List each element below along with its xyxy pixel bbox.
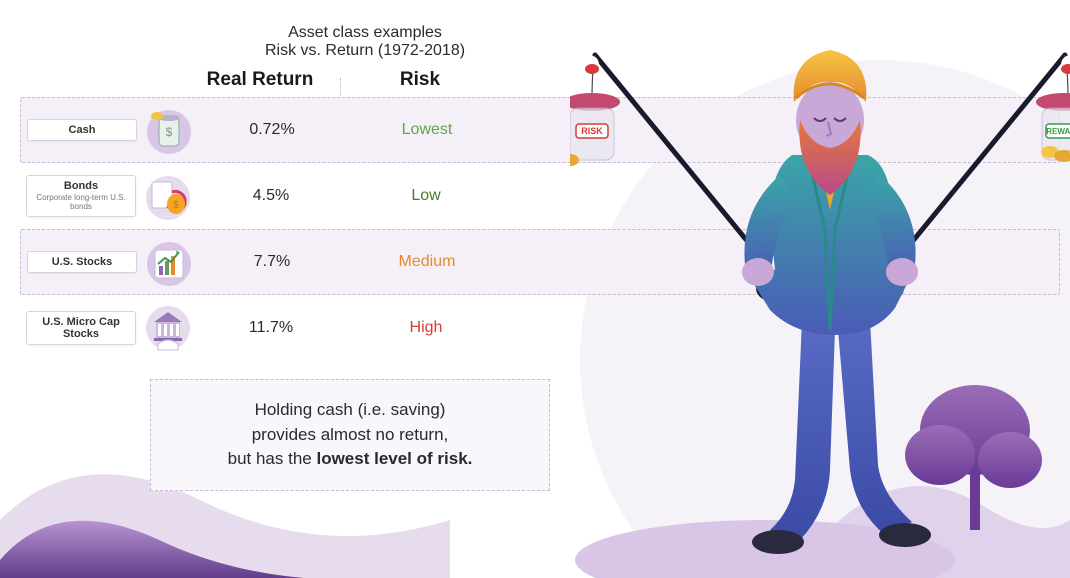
- table-row: Cash $0.72%Lowest: [20, 97, 1060, 163]
- bag-icon: $: [140, 168, 196, 224]
- svg-text:$: $: [173, 200, 179, 211]
- table-row: U.S. Stocks 7.7%Medium: [20, 229, 1060, 295]
- return-value: 4.5%: [196, 187, 346, 205]
- return-value: 11.7%: [196, 319, 346, 337]
- asset-label: U.S. Stocks: [27, 251, 137, 273]
- asset-label: BondsCorporate long-term U.S. bonds: [26, 175, 136, 217]
- col-header-return: Real Return: [180, 70, 340, 91]
- risk-value: High: [346, 319, 506, 337]
- risk-value: Low: [346, 187, 506, 205]
- asset-label: U.S. Micro Cap Stocks: [26, 311, 136, 345]
- asset-label: Cash: [27, 119, 137, 141]
- asset-table: Real Return Risk Cash $0.72%Lowest BondsCo…: [20, 70, 550, 361]
- caption-l3: but has the lowest level of risk.: [175, 447, 525, 472]
- table-row: BondsCorporate long-term U.S. bonds $4.5%…: [20, 163, 550, 229]
- chart-icon: [141, 234, 197, 290]
- caption-l2: provides almost no return,: [175, 423, 525, 448]
- svg-text:$: $: [166, 125, 173, 139]
- col-header-risk: Risk: [340, 70, 500, 91]
- risk-value: Lowest: [347, 121, 507, 139]
- return-value: 0.72%: [197, 121, 347, 139]
- bank-icon: [140, 300, 196, 356]
- caption-box: Holding cash (i.e. saving) provides almo…: [150, 379, 550, 491]
- title-line2: Risk vs. Return (1972-2018): [100, 42, 630, 60]
- table-row: U.S. Micro Cap Stocks 11.7%High: [20, 295, 550, 361]
- risk-value: Medium: [347, 253, 507, 271]
- jar-icon: $: [141, 102, 197, 158]
- caption-l1: Holding cash (i.e. saving): [175, 398, 525, 423]
- return-value: 7.7%: [197, 253, 347, 271]
- chart-title: Asset class examples Risk vs. Return (19…: [100, 0, 630, 70]
- title-line1: Asset class examples: [100, 24, 630, 42]
